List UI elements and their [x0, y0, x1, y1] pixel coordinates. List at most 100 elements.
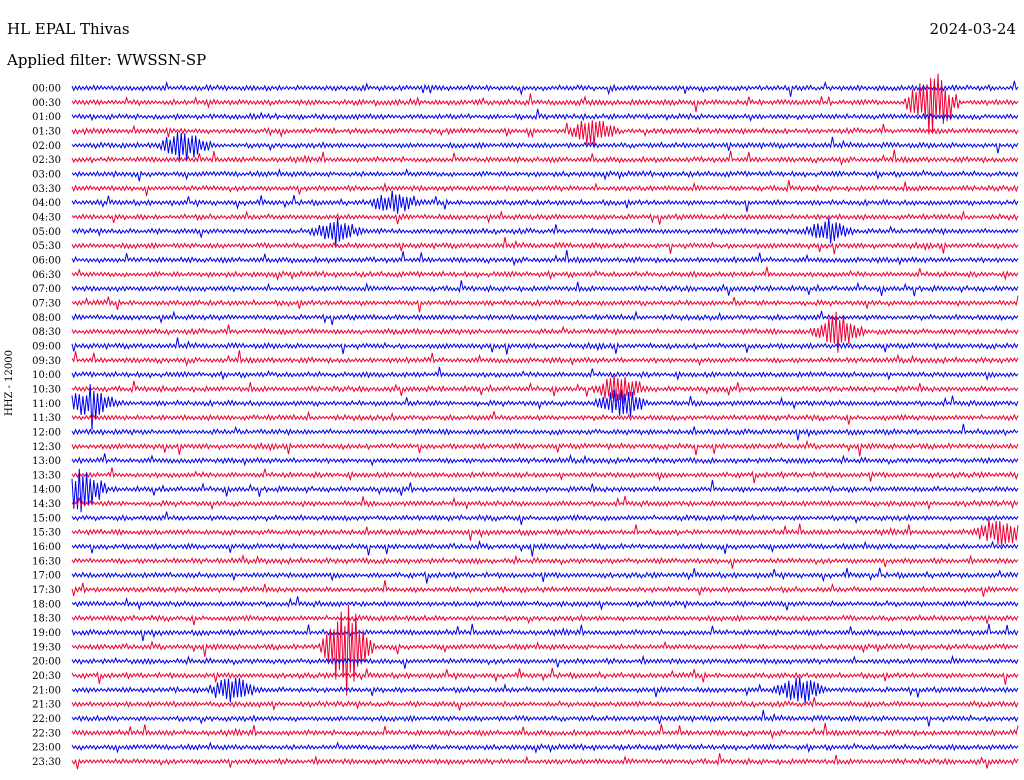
- row-time-label: 20:00: [32, 657, 61, 668]
- row-time-label: 00:30: [32, 98, 61, 109]
- trace-row-0530: [71, 237, 1019, 255]
- row-time-label: 19:30: [32, 642, 61, 653]
- trace-row-0230: [71, 149, 1019, 167]
- row-time-label: 08:30: [32, 327, 61, 338]
- row-time-label: 06:00: [32, 255, 61, 266]
- trace-row-0830: [71, 311, 1019, 353]
- row-time-label: 13:30: [32, 470, 61, 481]
- station-title: HL EPAL Thivas: [7, 20, 130, 38]
- trace-row-1130: [71, 410, 1019, 425]
- filter-label: Applied filter: WWSSN-SP: [7, 51, 207, 69]
- trace-row-1230: [71, 439, 1019, 457]
- trace-row-0730: [71, 295, 1019, 313]
- row-time-label: 20:30: [32, 671, 61, 682]
- row-time-label: 12:30: [32, 442, 61, 453]
- date-label: 2024-03-24: [929, 20, 1016, 38]
- trace-row-2100: [71, 677, 1019, 704]
- row-time-label: 05:30: [32, 241, 61, 252]
- trace-row-0600: [71, 249, 1019, 267]
- row-time-label: 07:00: [32, 284, 61, 295]
- row-time-label: 18:00: [32, 599, 61, 610]
- row-time-label: 13:00: [32, 456, 61, 467]
- row-time-label: 07:30: [32, 298, 61, 309]
- row-time-label: 19:00: [32, 628, 61, 639]
- row-time-label: 16:30: [32, 556, 61, 567]
- trace-row-1830: [71, 613, 1019, 626]
- row-time-label: 21:00: [32, 685, 61, 696]
- trace-row-1330: [71, 467, 1019, 484]
- trace-row-0330: [71, 179, 1019, 196]
- trace-row-1700: [71, 567, 1019, 584]
- row-time-label: 11:00: [32, 399, 61, 410]
- trace-row-0700: [71, 280, 1019, 297]
- row-time-label: 04:30: [32, 212, 61, 223]
- trace-row-1300: [71, 453, 1019, 467]
- trace-row-1600: [71, 539, 1019, 557]
- trace-row-0400: [71, 190, 1019, 214]
- trace-row-1800: [71, 596, 1019, 611]
- trace-row-0300: [71, 168, 1019, 182]
- row-time-label: 22:00: [32, 714, 61, 725]
- trace-row-1900: [71, 623, 1019, 642]
- row-time-label: 15:30: [32, 528, 61, 539]
- trace-row-0030: [71, 73, 1019, 135]
- row-time-label: 14:00: [32, 485, 61, 496]
- trace-row-0500: [71, 217, 1019, 246]
- trace-row-1930: [71, 604, 1019, 696]
- trace-row-0000: [71, 80, 1019, 97]
- row-time-label: 15:00: [32, 513, 61, 524]
- row-time-label: 09:30: [32, 356, 61, 367]
- row-time-label: 23:00: [32, 743, 61, 754]
- row-time-label: 17:00: [32, 571, 61, 582]
- row-time-label: 01:00: [32, 112, 61, 123]
- row-time-label: 18:30: [32, 614, 61, 625]
- trace-row-2330: [71, 753, 1019, 770]
- row-time-label: 00:00: [32, 84, 61, 95]
- row-time-label: 02:30: [32, 155, 61, 166]
- row-time-label: 12:00: [32, 427, 61, 438]
- trace-row-1500: [71, 511, 1019, 526]
- trace-row-2200: [71, 709, 1019, 727]
- row-time-label: 22:30: [32, 728, 61, 739]
- row-time-label: 03:00: [32, 169, 61, 180]
- trace-row-0100: [71, 108, 1019, 122]
- row-time-label: 21:30: [32, 700, 61, 711]
- row-time-label: 09:00: [32, 341, 61, 352]
- row-time-label: 17:30: [32, 585, 61, 596]
- trace-row-0930: [71, 350, 1019, 367]
- row-time-label: 16:00: [32, 542, 61, 553]
- trace-row-1730: [71, 580, 1019, 597]
- trace-row-1200: [71, 423, 1019, 441]
- row-time-label: 04:00: [32, 198, 61, 209]
- trace-row-0430: [71, 209, 1019, 225]
- row-time-label: 08:00: [32, 313, 61, 324]
- row-time-label: 01:30: [32, 126, 61, 137]
- row-time-label: 06:30: [32, 270, 61, 281]
- trace-row-2000: [71, 654, 1019, 669]
- trace-row-1000: [71, 366, 1019, 382]
- trace-row-1430: [71, 495, 1019, 511]
- trace-row-0200: [71, 131, 1019, 162]
- trace-row-1100: [71, 384, 1019, 431]
- row-time-label: 11:30: [32, 413, 61, 424]
- row-time-label: 10:30: [32, 384, 61, 395]
- row-time-label: 03:30: [32, 184, 61, 195]
- row-time-label: 23:30: [32, 757, 61, 768]
- trace-row-0130: [71, 120, 1019, 147]
- row-time-label: 10:00: [32, 370, 61, 381]
- trace-row-1400: [71, 468, 1019, 513]
- row-time-label: 05:00: [32, 227, 61, 238]
- trace-row-2300: [71, 741, 1019, 754]
- row-time-label: 02:00: [32, 141, 61, 152]
- trace-row-0800: [71, 310, 1019, 326]
- trace-row-2030: [71, 667, 1019, 685]
- trace-row-1030: [71, 375, 1019, 404]
- row-time-label: 14:30: [32, 499, 61, 510]
- trace-row-2230: [71, 722, 1019, 740]
- trace-row-0630: [71, 266, 1019, 282]
- trace-row-1630: [71, 554, 1019, 569]
- trace-row-1530: [71, 518, 1019, 546]
- trace-row-0900: [71, 337, 1019, 355]
- trace-row-2130: [71, 697, 1019, 712]
